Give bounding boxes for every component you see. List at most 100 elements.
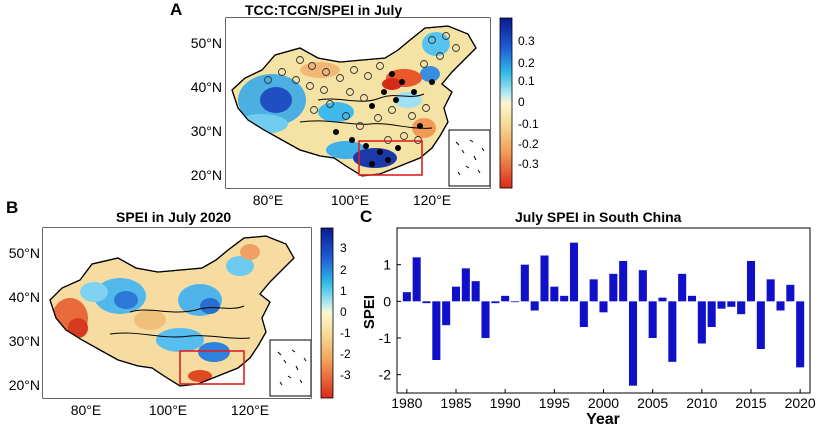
y-tick-label: -2 [379,367,392,383]
bar-1991 [510,301,520,303]
x-tick-label: 2020 [785,395,816,411]
x-tick-label: 2000 [588,395,619,411]
panel-a-lon-tick: 100°E [331,192,369,208]
panel-b-cb-tick: -3 [340,368,351,382]
panel-a-cb-tick: 0.3 [518,34,535,48]
bar-1993 [530,301,539,311]
y-tick-label: 0 [383,293,391,309]
panel-b-letter: B [6,198,19,217]
panel-a-lon-tick: 120°E [413,192,451,208]
panel-b-cb-tick: 1 [340,284,347,298]
panel-a-field [226,18,490,188]
bar-1981 [412,257,421,302]
bar-2011 [707,301,716,327]
bar-1983 [432,301,441,360]
panel-b-colorbar [320,227,334,399]
bar-1996 [560,295,569,302]
panel-b-lat-tick: 40°N [9,289,40,305]
bar-1982 [422,301,431,304]
panel-b-cb-tick: -1 [340,326,351,340]
panel-b-lon-tick: 120°E [231,402,269,418]
bar-2020 [796,301,805,368]
bar-2007 [668,301,677,362]
x-tick-label: 2015 [735,395,766,411]
panel-b-lon-tick: 80°E [71,402,102,418]
panel-b-inset [269,339,311,397]
panel-a-title: TCC:TCGN/SPEI in July [245,2,403,18]
panel-a-lat-tick: 50°N [191,35,222,51]
panel-a-cb-tick: 0.1 [518,74,535,88]
bar-1997 [569,242,579,302]
panel-a-letter: A [170,0,183,19]
bar-1984 [442,301,451,326]
panel-a-cb-tick: -0.2 [518,137,539,151]
panel-b-lat-tick: 20°N [9,377,40,393]
panel-a-cb-tick: -0.1 [518,117,539,131]
panel-a-south-china-box [358,140,423,176]
bar-2008 [678,273,687,302]
panel-a-lat-tick: 40°N [191,79,222,95]
panel-c-ylabel: SPEI [361,295,378,329]
panel-b-title: SPEI in July 2020 [116,209,232,225]
bar-2009 [687,295,697,302]
bar-1986 [461,268,470,302]
panel-b-cb-tick: 0 [340,305,347,319]
panel-c-bar-chart: 1980 1985 1990 1995 2000 2005 2010 2015 2020 -2 -… [361,227,816,428]
bar-2017 [766,279,775,302]
x-tick-label: 1980 [391,395,422,411]
bar-1994 [540,255,549,302]
x-tick-label: 1990 [490,395,521,411]
x-tick-label: 2005 [637,395,668,411]
y-tick-label: 1 [383,257,391,273]
panel-a-cb-tick: 0 [518,95,525,109]
panel-b-south-china-box [179,350,245,385]
bar-1992 [520,264,529,302]
bar-2005 [648,301,657,338]
bar-2001 [609,273,618,302]
bar-1987 [471,281,480,302]
bar-2010 [697,301,706,344]
bar-2014 [737,301,746,315]
panel-c-letter: C [360,207,373,226]
bar-2013 [727,301,736,307]
panel-a-cb-tick: -0.3 [518,157,539,171]
bar-2018 [776,301,785,311]
bar-1988 [481,301,490,338]
y-tick-label: -1 [379,330,392,346]
panel-b-cb-tick: 2 [340,263,347,277]
bar-2004 [638,270,647,302]
bar-1995 [550,286,559,302]
panel-a-cb-tick: 0.2 [518,56,535,70]
panel-a-colorbar [499,17,513,189]
bar-2016 [756,301,765,349]
panel-b-cb-tick: -2 [340,347,351,361]
x-tick-label: 1995 [539,395,570,411]
bar-2015 [746,261,756,302]
panel-a-lat-tick: 20°N [191,167,222,183]
bar-2006 [658,297,667,302]
bar-1998 [579,301,588,327]
bar-1980 [402,292,411,302]
panel-b-lat-tick: 50°N [9,245,40,261]
panel-c-title: July SPEI in South China [515,209,682,225]
panel-b-field [43,228,311,398]
x-tick-label: 2010 [686,395,717,411]
bar-2003 [628,301,638,386]
bar-1999 [589,279,598,302]
bar-2019 [786,284,795,302]
bar-1990 [501,295,510,302]
bar-2002 [619,261,628,302]
x-tick-label: 1985 [440,395,471,411]
panel-b-lon-tick: 100°E [149,402,187,418]
panel-a-inset [448,129,490,187]
bar-2000 [599,301,608,313]
panel-c-xlabel: Year [586,411,620,428]
panel-a-lon-tick: 80°E [253,192,284,208]
panel-b-lat-tick: 30°N [9,333,40,349]
bar-2012 [717,301,726,309]
panel-b-cb-tick: 3 [340,241,347,255]
panel-a-lat-tick: 30°N [191,123,222,139]
bar-1989 [491,301,500,304]
bar-1985 [451,286,461,302]
